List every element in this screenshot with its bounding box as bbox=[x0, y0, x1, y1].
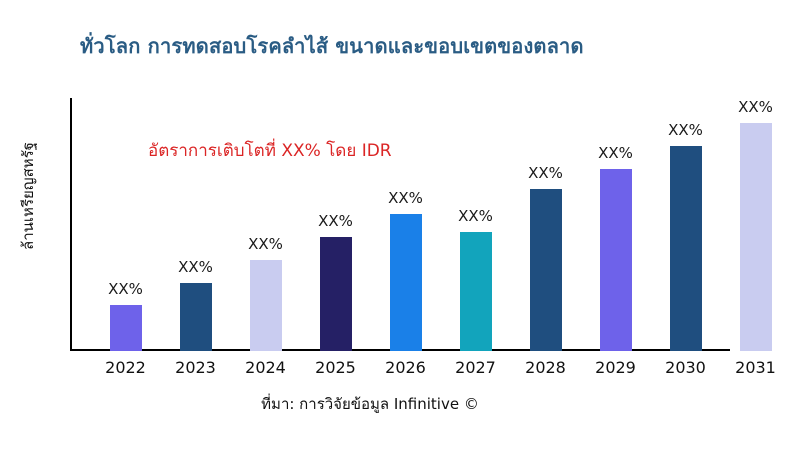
bar-value-label-2028: XX% bbox=[528, 164, 563, 182]
growth-rate-annotation: อัตราการเติบโตที่ XX% โดย IDR bbox=[148, 141, 392, 161]
bar-2024 bbox=[249, 260, 282, 351]
bar-value-label-2023: XX% bbox=[178, 258, 213, 276]
x-tick-label-2026: 2026 bbox=[385, 358, 426, 377]
x-tick-label-2029: 2029 bbox=[595, 358, 636, 377]
bar-value-label-2026: XX% bbox=[388, 189, 423, 207]
bar-2025 bbox=[319, 237, 352, 351]
bar-value-label-2031: XX% bbox=[738, 98, 773, 116]
bar-2022 bbox=[109, 305, 142, 351]
bar-2028 bbox=[529, 189, 562, 351]
bar-2031 bbox=[739, 123, 772, 351]
bar-2027 bbox=[459, 232, 492, 351]
bar-2029 bbox=[599, 169, 632, 351]
chart-title: ทั่วโลก การทดสอบโรคลำไส้ ขนาดและขอบเขตขอ… bbox=[80, 34, 584, 58]
bar-value-label-2029: XX% bbox=[598, 144, 633, 162]
source-caption: ที่มา: การวิจัยข้อมูล Infinitive © bbox=[261, 395, 479, 413]
bar-value-label-2027: XX% bbox=[458, 207, 493, 225]
bar-value-label-2030: XX% bbox=[668, 121, 703, 139]
bar-value-label-2025: XX% bbox=[318, 212, 353, 230]
bar-2023 bbox=[179, 283, 212, 351]
x-tick-label-2022: 2022 bbox=[105, 358, 146, 377]
plot-area: XX% 2022 XX% 2023 XX% 2024 XX% 2025 XX% 2026 XX% 20… bbox=[70, 98, 790, 377]
x-tick-label-2025: 2025 bbox=[315, 358, 356, 377]
x-tick-label-2023: 2023 bbox=[175, 358, 216, 377]
bar-2030 bbox=[669, 146, 702, 351]
x-tick-label-2027: 2027 bbox=[455, 358, 496, 377]
y-axis-label: ล้านเหรียญสหรัฐ bbox=[19, 142, 37, 250]
bar-value-label-2022: XX% bbox=[108, 280, 143, 298]
x-tick-label-2031: 2031 bbox=[735, 358, 776, 377]
bar-2026 bbox=[389, 214, 422, 351]
y-axis-line bbox=[70, 98, 72, 351]
x-tick-label-2028: 2028 bbox=[525, 358, 566, 377]
x-tick-label-2024: 2024 bbox=[245, 358, 286, 377]
x-tick-label-2030: 2030 bbox=[665, 358, 706, 377]
bar-value-label-2024: XX% bbox=[248, 235, 283, 253]
